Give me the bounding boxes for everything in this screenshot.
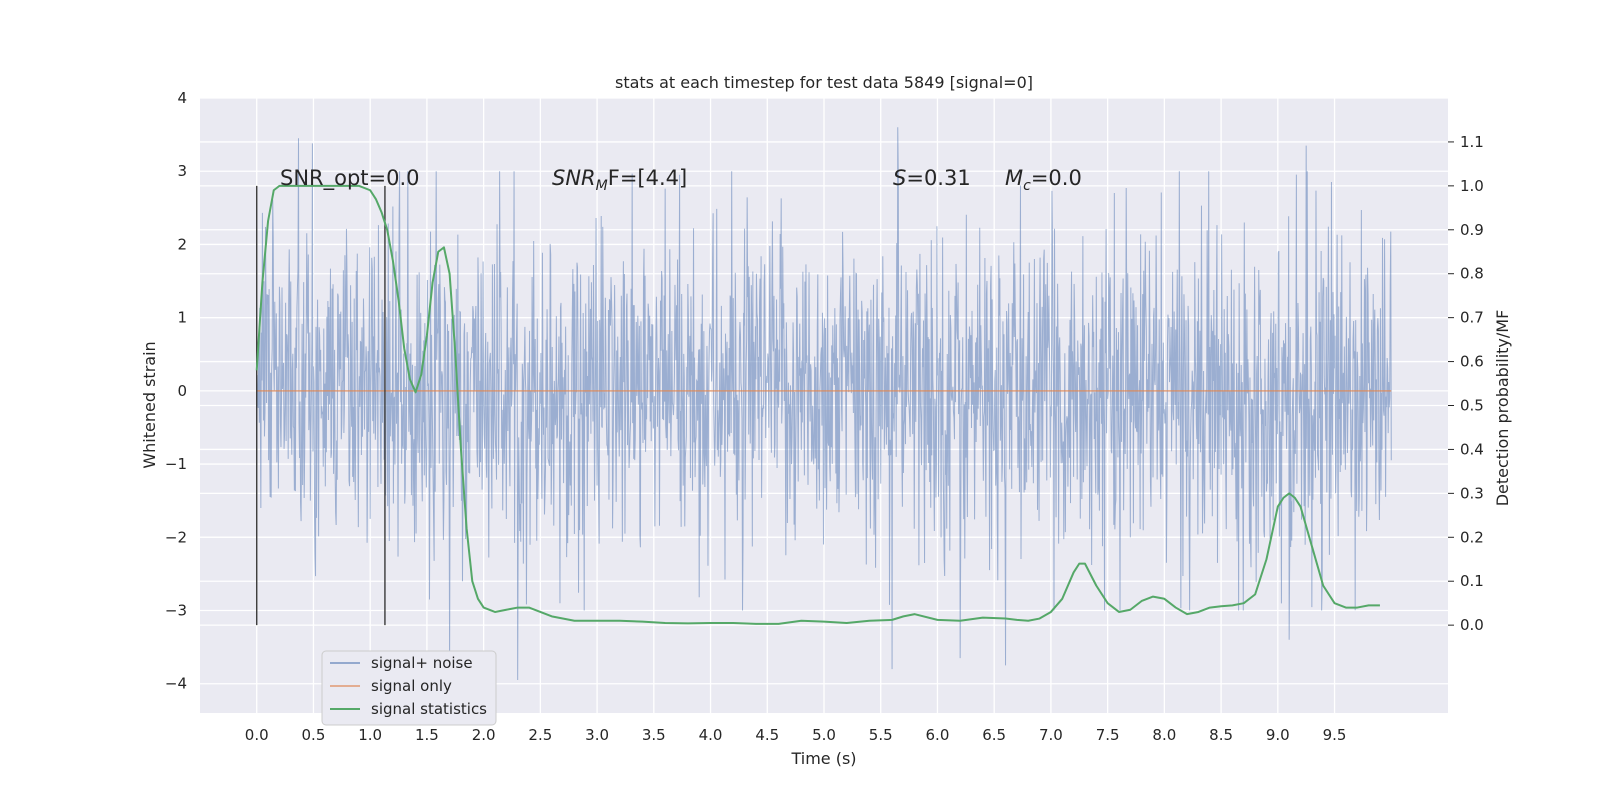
x-axis-ticks: 0.0 0.5 1.0 1.5 2.0 2.5 3.0 3.5 4.0 4.5 5.0 5.5 6.0 6… xyxy=(245,726,1347,744)
annotation-snr-mf: SNRMF=[4.4] xyxy=(552,166,687,194)
legend-box xyxy=(321,650,497,726)
legend-label-signal-statistics: signal statistics xyxy=(371,700,487,718)
legend-label-signal-only: signal only xyxy=(371,677,452,695)
x-tick-label: 9.5 xyxy=(1323,726,1347,744)
x-tick-label: 8.0 xyxy=(1152,726,1176,744)
x-tick-label: 2.5 xyxy=(528,726,552,744)
annotation-s: S=0.31 xyxy=(893,166,971,190)
x-tick-label: 4.5 xyxy=(755,726,779,744)
y2-axis-label: Detection probability/MF xyxy=(1493,310,1512,507)
x-tick-label: 3.5 xyxy=(642,726,666,744)
y-tick-label: −2 xyxy=(165,528,187,546)
annotation-mc-symbol: M xyxy=(1005,166,1023,190)
annotation-mc: Mc=0.0 xyxy=(1005,166,1082,194)
legend: signal+ noise signal only signal statist… xyxy=(321,650,497,726)
x-tick-label: 6.5 xyxy=(982,726,1006,744)
x-tick-label: 5.5 xyxy=(869,726,893,744)
y2-tick-label: 0.2 xyxy=(1460,528,1484,546)
plot-content xyxy=(255,127,1392,681)
annotation-snr-mf-value: F=[4.4] xyxy=(608,166,687,190)
x-tick-label: 8.5 xyxy=(1209,726,1233,744)
y-tick-label: −3 xyxy=(165,602,187,620)
y2-tick-label: 0.4 xyxy=(1460,440,1484,458)
y-tick-label: 2 xyxy=(177,235,187,253)
legend-label-signal-noise: signal+ noise xyxy=(371,654,473,672)
y2-tick-label: 0.3 xyxy=(1460,484,1484,502)
y2-tick-label: 1.0 xyxy=(1460,177,1484,195)
y-tick-label: 1 xyxy=(177,309,187,327)
x-tick-label: 7.0 xyxy=(1039,726,1063,744)
x-tick-label: 2.0 xyxy=(472,726,496,744)
y2-tick-label: 0.5 xyxy=(1460,397,1484,415)
y-tick-label: −1 xyxy=(165,455,187,473)
x-tick-label: 7.5 xyxy=(1096,726,1120,744)
annotation-snr-mf-symbol: SNR xyxy=(552,166,596,190)
series-signal-statistics-group xyxy=(255,184,1380,625)
x-tick-label: 4.0 xyxy=(699,726,723,744)
y2-tick-label: 1.1 xyxy=(1460,133,1484,151)
chart-title: stats at each timestep for test data 584… xyxy=(615,73,1033,92)
annotation-snr-opt: SNR_opt=0.0 xyxy=(280,166,420,191)
annotation-s-value: =0.31 xyxy=(906,166,970,190)
annotation-mc-value: =0.0 xyxy=(1031,166,1082,190)
vertical-markers xyxy=(256,185,386,626)
x-tick-label: 1.5 xyxy=(415,726,439,744)
x-tick-label: 6.0 xyxy=(926,726,950,744)
y2-tick-label: 0.9 xyxy=(1460,221,1484,239)
series-line-signal-statistics xyxy=(255,184,1380,625)
x-tick-label: 9.0 xyxy=(1266,726,1290,744)
y2-tick-label: 0.6 xyxy=(1460,353,1484,371)
y2-tick-label: 0.8 xyxy=(1460,265,1484,283)
annotation-s-symbol: S xyxy=(893,166,906,190)
x-tick-label: 0.5 xyxy=(302,726,326,744)
y-tick-label: −4 xyxy=(165,675,187,693)
y-tick-label: 0 xyxy=(177,382,187,400)
x-axis-label: Time (s) xyxy=(790,749,856,768)
y-axis-ticks: −4 −3 −2 −1 0 1 2 3 4 xyxy=(165,89,187,693)
x-tick-label: 5.0 xyxy=(812,726,836,744)
y2-tick-label: 0.0 xyxy=(1460,616,1484,634)
y2-axis-ticks: 0.0 0.1 0.2 0.3 0.4 0.5 0.6 0.7 0.8 0.9 1.0 1.1 xyxy=(1448,133,1484,634)
y2-tick-label: 0.1 xyxy=(1460,572,1484,590)
x-tick-label: 1.0 xyxy=(358,726,382,744)
x-tick-label: 0.0 xyxy=(245,726,269,744)
x-tick-label: 3.0 xyxy=(585,726,609,744)
series-line-signal-noise xyxy=(256,127,1392,681)
annotation-snr-mf-subscript: M xyxy=(596,178,608,194)
y-axis-label: Whitened strain xyxy=(140,341,159,468)
y-tick-label: 4 xyxy=(177,89,187,107)
y-tick-label: 3 xyxy=(177,162,187,180)
series-signal-noise xyxy=(256,127,1392,681)
annotation-mc-subscript: c xyxy=(1023,178,1031,194)
y2-tick-label: 0.7 xyxy=(1460,309,1484,327)
